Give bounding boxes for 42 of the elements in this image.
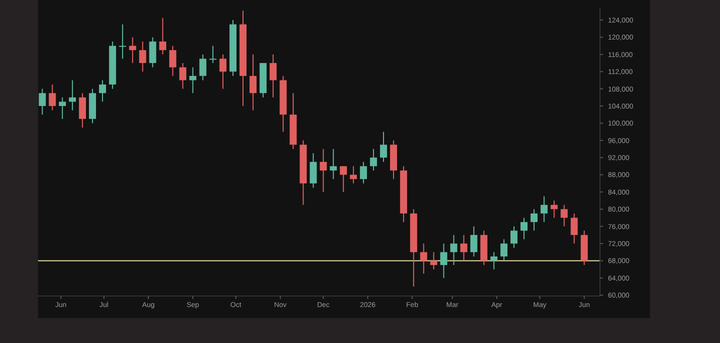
candlestick bbox=[320, 148, 327, 192]
candlestick bbox=[550, 200, 558, 218]
candlestick bbox=[189, 66, 196, 94]
candlestick bbox=[570, 212, 578, 244]
candlestick bbox=[350, 166, 357, 184]
candlestick bbox=[38, 88, 46, 116]
candlestick bbox=[119, 24, 126, 60]
candlestick bbox=[450, 234, 458, 266]
candlestick bbox=[199, 54, 206, 81]
candlestick bbox=[179, 62, 186, 90]
candlestick bbox=[440, 243, 448, 278]
candlestick bbox=[540, 196, 548, 223]
candlestick bbox=[340, 166, 347, 192]
candlestick bbox=[420, 243, 428, 274]
candlestick bbox=[560, 204, 568, 227]
candlestick bbox=[380, 131, 388, 162]
candlestick bbox=[129, 36, 136, 64]
candlestick bbox=[370, 148, 377, 171]
candlestick bbox=[159, 17, 166, 55]
candlestick bbox=[330, 148, 337, 180]
candlestick bbox=[310, 152, 317, 188]
candlestick bbox=[48, 84, 56, 111]
candlestick bbox=[430, 252, 438, 270]
candlestick bbox=[78, 92, 86, 128]
candlestick bbox=[149, 36, 156, 68]
candlestick bbox=[139, 41, 146, 72]
candlestick bbox=[460, 234, 468, 262]
candlestick bbox=[68, 80, 76, 111]
candlestick bbox=[250, 54, 257, 111]
candlestick bbox=[520, 217, 528, 240]
candlestick bbox=[58, 96, 66, 120]
candlestick bbox=[510, 226, 518, 248]
candlestick bbox=[500, 238, 508, 262]
candlestick bbox=[530, 208, 538, 232]
candlestick bbox=[99, 80, 106, 102]
candlestick bbox=[270, 54, 277, 98]
candlestick bbox=[360, 161, 367, 184]
candlestick bbox=[490, 252, 498, 270]
candlestick bbox=[219, 54, 226, 90]
candlestick bbox=[470, 226, 478, 257]
candlestick bbox=[169, 45, 176, 76]
candlestick bbox=[209, 45, 216, 64]
